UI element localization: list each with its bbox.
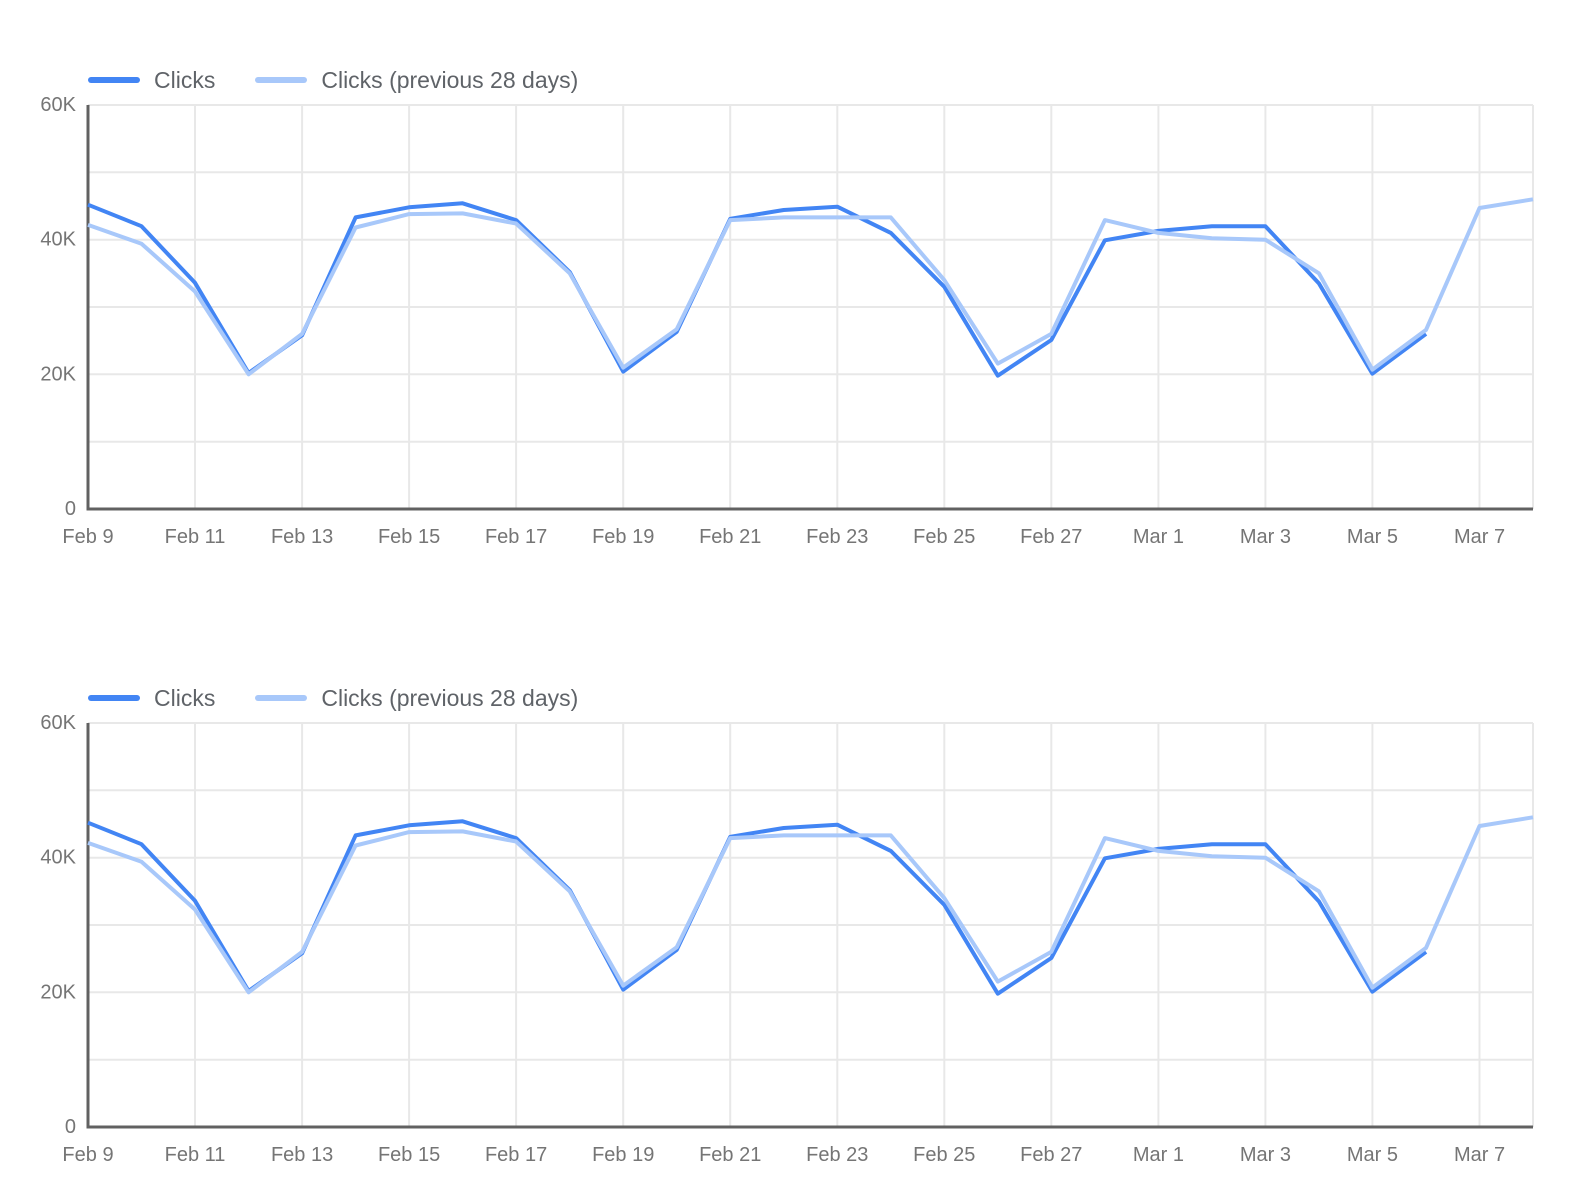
performance-chart-bottom: Clicks Clicks (previous 28 days) 0 20K 40K…	[0, 618, 1572, 1200]
series-line-clicks-previous-28-days	[87, 197, 1534, 377]
x-tick-label: Mar 7	[1454, 1144, 1505, 1166]
x-tick-label: Mar 5	[1347, 526, 1398, 548]
y-tick-label: 0	[65, 498, 76, 520]
x-axis-tick-labels: Feb 9 Feb 11 Feb 13 Feb 15 Feb 17 Feb 19 Feb 2…	[62, 526, 1505, 548]
x-tick-label: Feb 25	[913, 526, 975, 548]
x-tick-label: Feb 13	[271, 1144, 333, 1166]
x-tick-label: Feb 21	[699, 1144, 761, 1166]
series-line-clicks	[87, 819, 1428, 996]
legend-label-clicks-previous: Clicks (previous 28 days)	[321, 684, 579, 711]
x-tick-label: Mar 3	[1240, 526, 1291, 548]
clicks-previous-series-swatch	[255, 77, 308, 83]
x-tick-label: Feb 25	[913, 1144, 975, 1166]
gridlines	[88, 104, 1534, 509]
series-line-clicks-previous-28-days	[87, 815, 1534, 995]
x-tick-label: Feb 17	[485, 1144, 547, 1166]
x-tick-label: Mar 1	[1133, 1144, 1184, 1166]
y-tick-label: 40K	[40, 847, 76, 869]
clicks-previous-series-swatch	[255, 695, 308, 701]
y-axis-tick-labels: 0 20K 40K 60K	[40, 715, 76, 1138]
axes	[86, 723, 1533, 1129]
y-tick-label: 60K	[40, 715, 76, 734]
x-tick-label: Feb 27	[1020, 1144, 1082, 1166]
series-line-clicks	[87, 201, 1428, 378]
x-tick-label: Feb 11	[165, 526, 226, 548]
clicks-series-swatch	[88, 77, 140, 83]
x-tick-label: Mar 3	[1240, 1144, 1291, 1166]
legend-label-clicks: Clicks	[154, 684, 216, 711]
x-tick-label: Feb 13	[271, 526, 333, 548]
x-tick-label: Feb 19	[592, 526, 654, 548]
x-tick-label: Feb 23	[806, 526, 868, 548]
x-tick-label: Mar 1	[1133, 526, 1184, 548]
x-tick-label: Feb 21	[699, 526, 761, 548]
y-tick-label: 20K	[40, 981, 76, 1003]
clicks-series-swatch	[88, 695, 140, 701]
gridlines	[88, 722, 1534, 1127]
x-tick-label: Feb 9	[62, 1144, 113, 1166]
legend-item-clicks: Clicks	[88, 67, 215, 94]
performance-chart-top: Clicks Clicks (previous 28 days) 0 20K 40K…	[0, 0, 1572, 582]
x-tick-label: Feb 11	[165, 1144, 226, 1166]
y-tick-label: 20K	[40, 363, 76, 385]
x-tick-label: Feb 17	[485, 526, 547, 548]
legend-item-clicks-previous: Clicks (previous 28 days)	[255, 67, 578, 94]
x-tick-label: Feb 27	[1020, 526, 1082, 548]
x-tick-label: Feb 9	[62, 526, 113, 548]
legend-item-clicks-previous: Clicks (previous 28 days)	[255, 685, 578, 712]
axes	[86, 105, 1533, 511]
chart-legend: Clicks Clicks (previous 28 days)	[88, 66, 578, 94]
legend-label-clicks: Clicks	[154, 66, 216, 93]
legend-label-clicks-previous: Clicks (previous 28 days)	[321, 66, 579, 93]
x-tick-label: Feb 15	[378, 1144, 440, 1166]
x-tick-label: Mar 7	[1454, 526, 1505, 548]
x-axis-tick-labels: Feb 9 Feb 11 Feb 13 Feb 15 Feb 17 Feb 19 Feb 2…	[62, 1144, 1505, 1166]
chart-legend: Clicks Clicks (previous 28 days)	[88, 684, 578, 712]
x-tick-label: Mar 5	[1347, 1144, 1398, 1166]
x-tick-label: Feb 15	[378, 526, 440, 548]
y-axis-tick-labels: 0 20K 40K 60K	[40, 97, 76, 520]
y-tick-label: 60K	[40, 97, 76, 116]
legend-item-clicks: Clicks	[88, 685, 215, 712]
y-tick-label: 0	[65, 1116, 76, 1138]
x-tick-label: Feb 23	[806, 1144, 868, 1166]
x-tick-label: Feb 19	[592, 1144, 654, 1166]
y-tick-label: 40K	[40, 229, 76, 251]
